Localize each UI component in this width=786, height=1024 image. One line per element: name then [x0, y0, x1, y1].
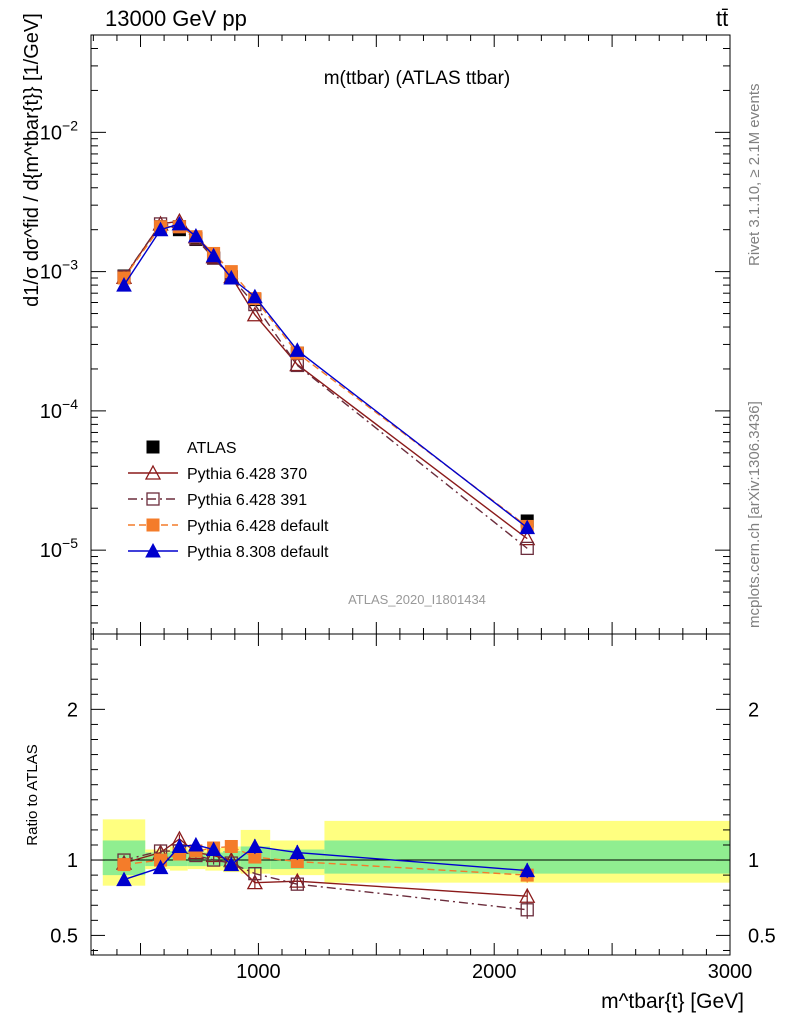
legend-marker-pythia-8-308-default	[145, 542, 161, 558]
legend-marker-pythia-6-428-370	[144, 464, 162, 480]
legend-label-pythia-6-428-391: Pythia 6.428 391	[187, 492, 307, 509]
ratio-y-tick-label-right-0: 0.5	[748, 925, 776, 947]
ratio-point-pythia-8-308-default-1	[152, 859, 169, 875]
point-pythia-8-308-default-1	[152, 221, 169, 237]
process-label: 13000 GeV pp	[105, 6, 247, 31]
point-pythia-8-308-default-7	[289, 342, 306, 357]
ratio-point-pythia-6-428-391-6	[248, 866, 262, 881]
y-tick-label-2: 10−3	[40, 257, 78, 284]
legend-label-pythia-6-428-default: Pythia 6.428 default	[187, 518, 329, 535]
ratio-point-pythia-6-428-391-7	[290, 877, 304, 891]
point-pythia-8-308-default-3	[188, 228, 204, 243]
legend-label-pythia-6-428-370: Pythia 6.428 370	[187, 466, 307, 483]
ratio-y-tick-label-left-0: 0.5	[50, 925, 78, 947]
ratio-point-pythia-8-308-default-7	[289, 844, 306, 860]
x-axis-label: m^tbar{t} [GeV]	[601, 990, 744, 1013]
ratio-point-pythia-8-308-default-0	[116, 871, 132, 887]
point-pythia-6-428-370-6	[246, 306, 263, 322]
ratio-y-tick-label-left-2: 2	[67, 699, 78, 721]
x-tick-label-1: 2000	[472, 961, 517, 983]
ratio-point-pythia-8-308-default-4	[205, 841, 222, 857]
ratio-point-pythia-8-308-default-3	[188, 836, 204, 852]
point-pythia-8-308-default-5	[223, 269, 240, 285]
ratio-point-pythia-6-428-default-0	[117, 858, 131, 872]
point-pythia-8-308-default-0	[116, 277, 132, 292]
point-pythia-6-428-370-7	[289, 356, 306, 372]
series-line-pythia-6-428-370	[123, 220, 528, 540]
x-tick-label-2: 3000	[708, 961, 753, 983]
legend-marker-pythia-6-428-391	[146, 492, 160, 506]
ratio-frame	[90, 633, 731, 956]
ratio-y-axis-label: Ratio to ATLAS	[24, 744, 41, 845]
legend-marker-atlas	[146, 440, 160, 454]
ratio-point-pythia-6-428-370-6	[246, 874, 263, 890]
point-pythia-8-308-default-2	[171, 215, 188, 231]
x-tick-label-0: 1000	[236, 961, 281, 983]
ratio-y-tick-label-left-1: 1	[67, 850, 78, 872]
point-pythia-6-428-370-8	[519, 530, 536, 546]
point-pythia-8-308-default-6	[247, 288, 263, 304]
point-pythia-8-308-default-4	[205, 247, 222, 263]
ratio-point-pythia-6-428-391-8	[520, 903, 534, 917]
legend-marker-pythia-6-428-default	[146, 518, 160, 532]
ratio-point-pythia-8-308-default-8	[519, 862, 536, 878]
point-pythia-8-308-default-8	[519, 519, 536, 535]
analysis-watermark: ATLAS_2020_I1801434	[348, 592, 486, 607]
ratio-point-pythia-8-308-default-5	[223, 856, 240, 872]
final-state-label: tt̄	[716, 6, 729, 31]
ratio-point-pythia-8-308-default-6	[247, 838, 263, 853]
ratio-y-tick-label-right-1: 1	[748, 850, 759, 872]
ratio-y-tick-label-right-2: 2	[748, 699, 759, 721]
ratio-point-pythia-8-308-default-2	[171, 838, 188, 853]
main-y-axis-label: d1/σ dσ^fid / d{m^tbar{t}} [1/GeV]	[21, 13, 43, 307]
legend-label-pythia-8-308-default: Pythia 8.308 default	[187, 544, 329, 561]
y-tick-label-1: 10−4	[40, 396, 78, 423]
y-tick-label-3: 10−2	[40, 117, 78, 144]
y-tick-label-0: 10−5	[40, 535, 78, 562]
plot-title: m(ttbar) (ATLAS ttbar)	[324, 68, 511, 89]
legend-label-atlas: ATLAS	[187, 440, 237, 457]
ratio-point-pythia-6-428-default-5	[224, 839, 238, 853]
point-pythia-6-428-391-8	[520, 541, 534, 556]
series-line-pythia-8-308-default	[123, 223, 528, 529]
